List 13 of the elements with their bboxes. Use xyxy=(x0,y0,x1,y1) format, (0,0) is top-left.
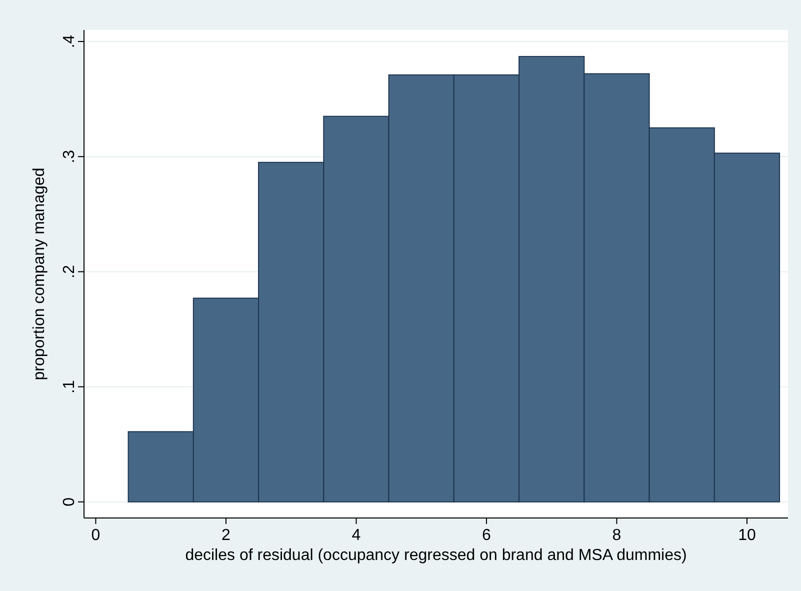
x-tick-label: 0 xyxy=(91,527,100,544)
y-tick-label: .2 xyxy=(61,264,78,278)
x-tick-label: 10 xyxy=(738,527,756,544)
y-tick-label: 0 xyxy=(61,497,78,506)
y-tick-label: .1 xyxy=(61,380,78,394)
y-tick-label: .4 xyxy=(61,34,78,48)
x-tick-label: 8 xyxy=(612,527,622,544)
x-tick-label: 4 xyxy=(352,527,361,544)
x-tick-label: 2 xyxy=(222,527,231,544)
y-tick-label: .3 xyxy=(61,150,78,164)
x-tick-label: 6 xyxy=(482,527,492,544)
y-axis-title: proportion company managed xyxy=(31,168,48,380)
x-axis-title: deciles of residual (occupancy regressed on brand and MSA dummies) xyxy=(185,547,687,564)
